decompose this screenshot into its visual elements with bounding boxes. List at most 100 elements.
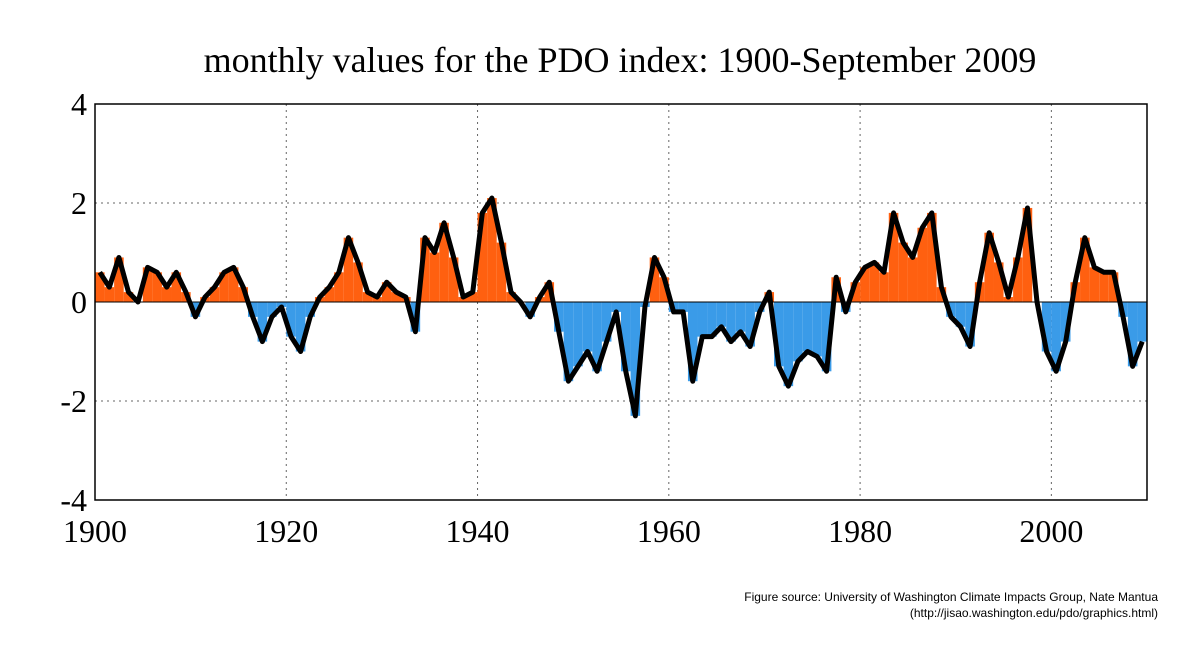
bar: [582, 302, 593, 352]
bar: [907, 257, 918, 302]
bar: [429, 252, 440, 302]
bar: [161, 287, 172, 302]
bar: [630, 302, 641, 416]
bar: [812, 302, 822, 357]
bar: [993, 262, 1004, 302]
y-tick-label: -4: [60, 482, 87, 518]
x-tick-label: 1980: [828, 513, 892, 549]
bar: [477, 212, 488, 302]
bar: [496, 242, 507, 302]
bar: [965, 302, 975, 347]
bar: [1080, 237, 1090, 302]
bar: [420, 237, 430, 302]
bar: [592, 302, 602, 372]
bar: [927, 212, 937, 302]
plot-frame: [94, 103, 1148, 501]
bar: [659, 277, 669, 302]
bar: [707, 302, 717, 337]
source: (http://jisao.washington.edu/pdo/graphic…: [910, 606, 1158, 620]
bar: [286, 302, 296, 337]
bar: [142, 267, 153, 302]
bar: [190, 302, 201, 317]
bar: [955, 302, 966, 327]
bar: [171, 272, 182, 302]
x-tick-label: 1920: [254, 513, 318, 549]
bar: [821, 302, 832, 372]
y-tick-label: 4: [71, 86, 87, 122]
bar: [362, 292, 373, 302]
bar: [1127, 302, 1138, 367]
chart-title: monthly values for the PDO index: 1900-S…: [204, 40, 1037, 80]
source: Figure source: University of Washington …: [744, 590, 1158, 604]
bar: [869, 262, 880, 302]
bar: [506, 292, 516, 302]
bar: [1099, 272, 1109, 302]
bar: [802, 302, 813, 352]
bar: [353, 262, 363, 302]
bar: [1041, 302, 1052, 352]
bar: [783, 302, 794, 387]
bar: [898, 242, 908, 302]
x-tick-label: 2000: [1019, 513, 1083, 549]
bar: [1089, 267, 1100, 302]
bar: [888, 212, 899, 302]
bar: [391, 292, 402, 302]
bar: [687, 302, 698, 382]
bar: [219, 272, 229, 302]
bar: [448, 257, 459, 302]
bar: [152, 272, 162, 302]
bar: [467, 292, 478, 302]
bar: [209, 287, 220, 302]
x-tick-label: 1900: [63, 513, 127, 549]
bar: [649, 257, 660, 302]
bar: [1108, 272, 1119, 302]
bar: [735, 302, 746, 332]
bar: [601, 302, 612, 342]
bar: [295, 302, 306, 352]
bar: [611, 302, 621, 312]
bar: [860, 267, 870, 302]
bar: [228, 267, 239, 302]
bar: [554, 302, 564, 332]
y-tick-label: -2: [60, 383, 87, 419]
bar: [879, 272, 889, 302]
bar: [774, 302, 784, 367]
bar: [984, 232, 994, 302]
bar: [439, 222, 449, 302]
line: [97, 195, 1145, 419]
bar: [381, 282, 392, 302]
bar: [793, 302, 803, 362]
bar: [1022, 207, 1033, 302]
bar: [324, 287, 335, 302]
bar: [334, 272, 344, 302]
bar: [1060, 302, 1071, 342]
x-tick-label: 1940: [446, 513, 510, 549]
bar: [678, 302, 688, 312]
bar: [487, 198, 497, 302]
y-tick-label: 0: [71, 284, 87, 320]
bar: [123, 292, 134, 302]
bar: [104, 287, 115, 302]
bar: [1013, 257, 1023, 302]
y-tick-label: 2: [71, 185, 87, 221]
bar: [573, 302, 583, 367]
bar: [621, 302, 631, 372]
bar: [1051, 302, 1061, 372]
bar: [850, 282, 861, 302]
bar: [343, 237, 354, 302]
bar: [726, 302, 736, 342]
bar: [917, 227, 928, 302]
bar: [95, 272, 105, 302]
bar: [716, 302, 727, 327]
bar: [525, 302, 535, 317]
x-tick-label: 1960: [637, 513, 701, 549]
bar: [305, 302, 315, 317]
bar: [745, 302, 755, 347]
bar: [1137, 302, 1147, 342]
bar: [257, 302, 268, 342]
bar: [563, 302, 574, 382]
bar: [114, 257, 124, 302]
bar: [697, 302, 708, 337]
bar: [267, 302, 277, 317]
